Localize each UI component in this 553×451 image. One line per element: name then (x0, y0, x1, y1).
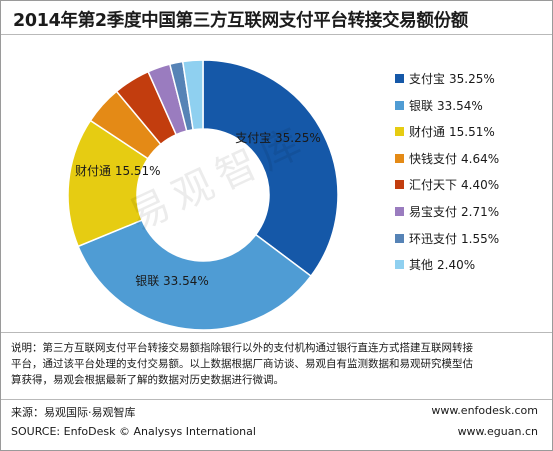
legend-item: 其他 2.40% (395, 258, 545, 285)
title-divider (1, 34, 552, 35)
legend-value: 4.64% (461, 151, 500, 166)
legend-swatch (395, 100, 404, 110)
legend-value: 2.71% (461, 204, 500, 219)
donut-chart: 支付宝 35.25% 银联 33.54% 财付通 15.51% (67, 59, 339, 331)
footer-divider (1, 399, 552, 400)
source-url-eguan: www.eguan.cn (457, 425, 538, 438)
source-en: SOURCE: EnfoDesk © Analysys Internationa… (11, 425, 256, 438)
legend-value: 15.51% (449, 125, 495, 140)
legend-swatch (395, 74, 404, 83)
legend-item: 银联 33.54% (395, 99, 545, 126)
donut-slice (202, 59, 339, 278)
legend-item: 易宝支付 2.71% (395, 205, 545, 232)
donut-slice (181, 59, 204, 131)
legend-value: 2.40% (437, 258, 476, 273)
legend-label: 财付通 (409, 125, 446, 140)
legend-label: 银联 (409, 98, 434, 113)
legend-value: 35.25% (449, 72, 495, 86)
legend-label: 支付宝 (409, 72, 446, 86)
legend-label: 易宝支付 (409, 204, 458, 219)
legend-value: 33.54% (437, 98, 483, 113)
legend-swatch (395, 153, 404, 163)
slice-data-label: 银联 33.54% (135, 274, 209, 288)
legend-item: 汇付天下 4.40% (395, 178, 545, 205)
legend-value: 4.40% (461, 178, 500, 193)
legend-value: 1.55% (461, 231, 500, 246)
legend-item: 支付宝 35.25% (395, 72, 545, 99)
slice-data-label: 财付通 15.51% (75, 164, 161, 178)
legend-label: 其他 (409, 258, 434, 273)
legend-item: 财付通 15.51% (395, 125, 545, 152)
note-line: 算获得，易观会根据最新了解的数据对历史数据进行微调。 (11, 374, 284, 386)
legend-item: 快钱支付 4.64% (395, 152, 545, 179)
legend-label: 快钱支付 (409, 151, 458, 166)
note-line: 说明：第三方互联网支付平台转接交易额指除银行以外的支付机构通过银行直连方式搭建互… (11, 342, 473, 354)
chart-note: 说明：第三方互联网支付平台转接交易额指除银行以外的支付机构通过银行直连方式搭建互… (11, 340, 541, 388)
legend-swatch (395, 206, 404, 216)
legend-label: 汇付天下 (409, 178, 458, 193)
chart-title: 2014年第2季度中国第三方互联网支付平台转接交易额份额 (13, 11, 468, 31)
source-url-enfodesk: www.enfodesk.com (431, 404, 538, 417)
donut-slice (77, 219, 313, 331)
note-divider (1, 332, 552, 333)
slice-data-label: 支付宝 35.25% (235, 131, 321, 145)
note-line: 平台，通过该平台处理的支付交易额。以上数据根据厂商访谈、易观自有监测数据和易观研… (11, 358, 473, 370)
legend-swatch (395, 233, 404, 243)
legend-swatch (395, 127, 404, 137)
legend-swatch (395, 180, 404, 190)
chart-legend: 支付宝 35.25% 银联 33.54% 财付通 15.51% 快钱支付 4.64% 汇付天下 4… (395, 72, 545, 285)
legend-item: 环迅支付 1.55% (395, 232, 545, 259)
legend-label: 环迅支付 (409, 231, 458, 246)
legend-swatch (395, 260, 404, 270)
source-cn: 来源：易观国际·易观智库 (11, 406, 136, 419)
